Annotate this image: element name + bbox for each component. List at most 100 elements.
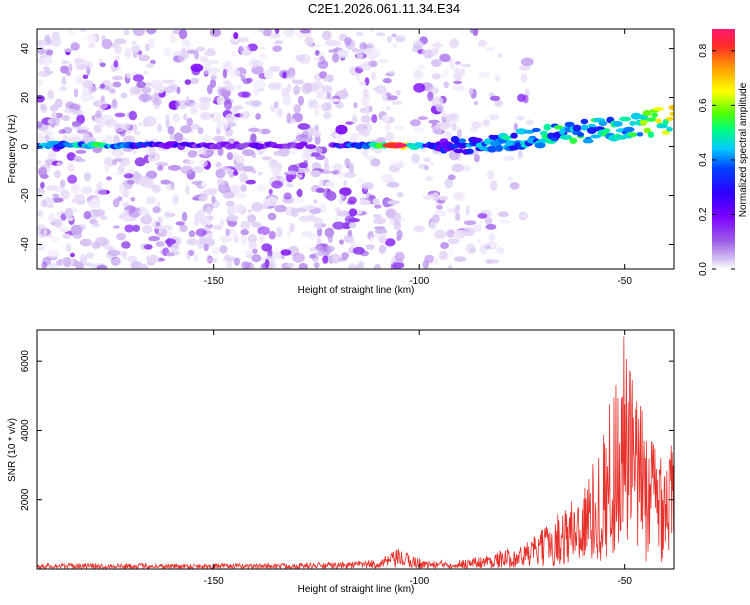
- noise-blob: [299, 29, 311, 34]
- noise-blob: [180, 165, 194, 175]
- noise-blob: [343, 179, 348, 187]
- noise-blob: [230, 51, 237, 56]
- noise-blob: [489, 114, 500, 121]
- colorbar-tick-label: 0.6: [698, 98, 709, 112]
- noise-blob: [65, 243, 72, 253]
- noise-blob: [413, 127, 425, 133]
- noise-blob: [82, 133, 90, 140]
- noise-blob: [157, 123, 163, 133]
- noise-blob: [331, 40, 342, 47]
- noise-blob: [253, 88, 260, 97]
- noise-blob: [274, 40, 284, 45]
- noise-blob: [58, 129, 66, 135]
- signal-blob: [615, 135, 627, 140]
- noise-blob: [186, 238, 198, 246]
- noise-blob: [271, 159, 278, 167]
- noise-blob: [369, 236, 374, 242]
- noise-blob: [460, 68, 466, 76]
- noise-blob: [313, 221, 322, 230]
- x-tick-label: -100: [409, 276, 429, 287]
- noise-blob: [188, 249, 195, 256]
- noise-blob: [293, 85, 301, 95]
- noise-blob: [44, 34, 51, 44]
- signal-blob: [642, 110, 652, 117]
- noise-blob: [351, 114, 358, 125]
- noise-blob: [264, 258, 270, 269]
- noise-blob: [325, 246, 332, 255]
- noise-blob: [319, 71, 328, 79]
- noise-blob: [64, 207, 74, 219]
- noise-blob: [96, 100, 108, 110]
- noise-blob: [206, 47, 215, 54]
- noise-blob: [344, 36, 352, 46]
- noise-blob: [139, 176, 152, 188]
- signal-blob: [602, 128, 611, 133]
- noise-blob: [299, 134, 308, 139]
- signal-blob: [495, 144, 504, 152]
- noise-blob: [286, 262, 296, 268]
- noise-blob: [82, 262, 95, 267]
- noise-blob: [323, 78, 329, 82]
- noise-blob: [343, 172, 356, 178]
- noise-blob: [272, 45, 283, 52]
- noise-blob: [473, 154, 480, 163]
- noise-blob: [126, 255, 138, 263]
- noise-blob: [46, 263, 59, 268]
- noise-blob: [297, 95, 304, 106]
- noise-blob: [104, 119, 118, 128]
- noise-blob: [264, 69, 273, 80]
- noise-blob: [117, 196, 123, 202]
- noise-blob: [165, 252, 175, 257]
- noise-blob: [123, 215, 132, 222]
- noise-blob: [130, 86, 142, 96]
- signal-blob: [629, 120, 636, 126]
- noise-blob: [138, 208, 151, 216]
- noise-blob: [422, 260, 429, 269]
- noise-blob: [192, 166, 205, 173]
- noise-blob: [76, 110, 83, 116]
- noise-blob: [385, 92, 392, 97]
- noise-blob: [325, 191, 337, 201]
- noise-blob: [232, 170, 239, 176]
- noise-blob: [453, 72, 463, 81]
- noise-blob: [206, 84, 213, 95]
- signal-blob: [580, 124, 589, 131]
- noise-blob: [382, 77, 392, 84]
- noise-blob: [112, 81, 122, 88]
- noise-blob: [365, 244, 375, 250]
- noise-blob: [342, 88, 347, 97]
- noise-blob: [79, 238, 93, 247]
- noise-blob: [51, 237, 60, 242]
- noise-blob: [95, 188, 107, 196]
- noise-blob: [100, 215, 108, 220]
- noise-blob: [435, 104, 445, 112]
- noise-blob: [394, 125, 405, 130]
- noise-blob: [287, 228, 291, 238]
- noise-blob: [37, 210, 44, 218]
- noise-blob: [297, 123, 310, 130]
- noise-blob: [71, 121, 82, 127]
- noise-blob: [132, 51, 138, 59]
- noise-blob: [153, 97, 163, 106]
- noise-blob: [113, 134, 120, 146]
- noise-blob: [122, 202, 130, 208]
- noise-blob: [361, 148, 369, 158]
- noise-blob: [207, 189, 217, 196]
- noise-blob: [301, 230, 312, 237]
- noise-blob: [326, 74, 334, 83]
- noise-blob: [198, 194, 208, 202]
- noise-blob: [145, 196, 157, 205]
- noise-blob: [233, 32, 239, 40]
- noise-blob: [198, 100, 210, 111]
- noise-blob: [339, 239, 344, 245]
- noise-blob: [293, 198, 305, 203]
- noise-blob: [463, 220, 477, 226]
- noise-blob: [212, 135, 226, 142]
- noise-blob: [144, 244, 153, 250]
- noise-blob: [211, 195, 216, 204]
- noise-blob: [250, 263, 255, 269]
- noise-blob: [198, 159, 208, 168]
- noise-blob: [54, 117, 60, 127]
- noise-blob: [51, 111, 57, 120]
- noise-blob: [54, 170, 61, 179]
